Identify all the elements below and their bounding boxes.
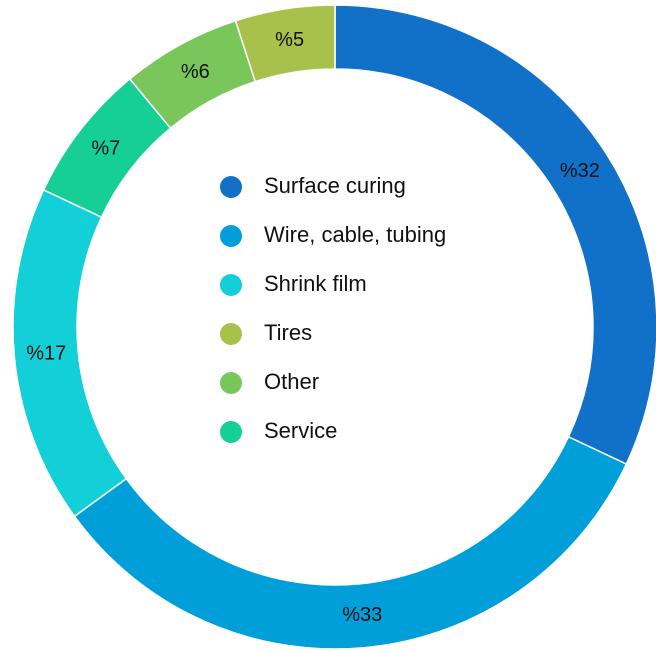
legend-swatch [220, 372, 242, 394]
slice-label: %7 [91, 138, 120, 160]
legend-label: Tires [264, 320, 312, 345]
legend-swatch [220, 421, 242, 443]
slice-label: %17 [26, 343, 66, 365]
legend-label: Surface curing [264, 173, 406, 198]
slice [73, 435, 628, 650]
legend-label: Other [264, 369, 319, 394]
legend-swatch [220, 225, 242, 247]
slice-label: %32 [560, 160, 600, 182]
slice-label: %33 [342, 604, 382, 626]
slice [334, 4, 656, 466]
legend-label: Shrink film [264, 271, 367, 296]
slice-label: %5 [275, 29, 304, 51]
slice-label: %6 [181, 61, 210, 83]
slice [234, 4, 336, 83]
legend-swatch [220, 323, 242, 345]
legend-swatch [220, 274, 242, 296]
legend-label: Wire, cable, tubing [264, 222, 446, 247]
legend-label: Service [264, 418, 337, 443]
legend-swatch [220, 176, 242, 198]
